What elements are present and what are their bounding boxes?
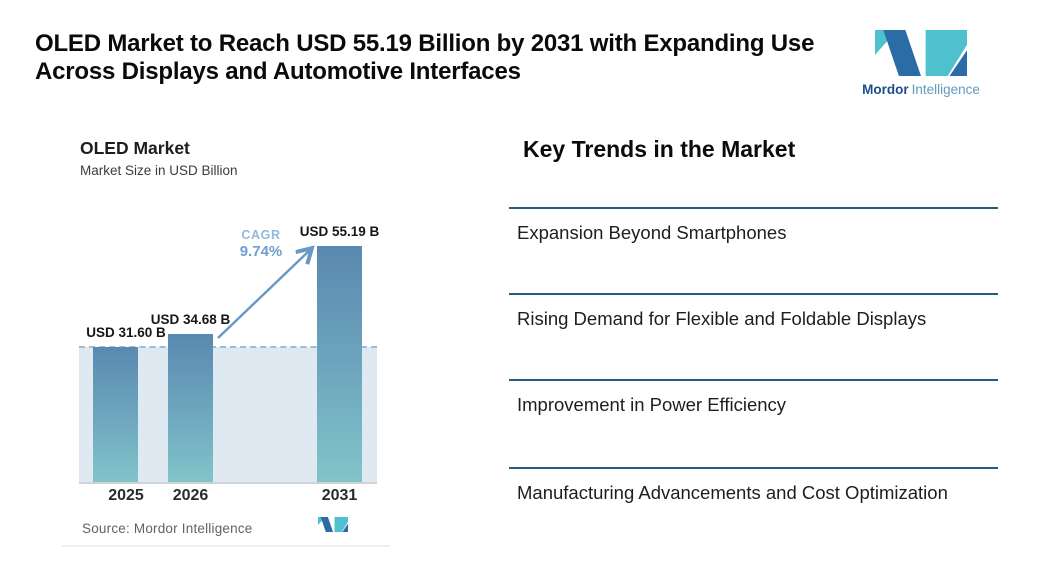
page-title: OLED Market to Reach USD 55.19 Billion b…	[35, 30, 815, 85]
bar-value-label: USD 31.60 B	[86, 325, 166, 341]
trends-heading: Key Trends in the Market	[523, 136, 796, 162]
trend-item: Improvement in Power Efficiency	[517, 394, 787, 415]
x-tick-label: 2025	[108, 487, 144, 504]
bar-value-label: USD 55.19 B	[299, 223, 380, 239]
bar-2025	[93, 347, 138, 483]
bar-value-label: USD 34.68 B	[150, 311, 231, 327]
cagr-value: 9.74%	[239, 243, 283, 260]
trend-row: Rising Demand for Flexible and Foldable …	[509, 293, 998, 379]
cagr-annotation: CAGR 9.74%	[214, 228, 308, 260]
mordor-intelligence-logo: Mordor Intelligence	[862, 30, 980, 97]
trend-row: Manufacturing Advancements and Cost Opti…	[509, 467, 998, 507]
trend-item: Rising Demand for Flexible and Foldable …	[517, 308, 927, 329]
trend-item: Manufacturing Advancements and Cost Opti…	[517, 482, 948, 503]
bar-2031	[317, 245, 362, 483]
chart-subtitle: Market Size in USD Billion	[80, 163, 238, 178]
baseline-dashed-line	[79, 346, 377, 349]
bar-2026	[168, 333, 213, 483]
x-tick-label: 2026	[172, 487, 209, 504]
mordor-logo-icon-small	[318, 517, 348, 532]
cagr-label: CAGR	[241, 228, 281, 242]
chart-card: OLED Market Market Size in USD Billion U…	[62, 125, 390, 547]
trend-row: Improvement in Power Efficiency	[509, 379, 998, 467]
trend-item: Expansion Beyond Smartphones	[517, 222, 787, 243]
x-axis-line	[79, 482, 377, 484]
trend-row: Expansion Beyond Smartphones	[509, 207, 998, 293]
trends-list: Expansion Beyond Smartphones Rising Dema…	[509, 207, 998, 507]
chart-title: OLED Market	[80, 138, 190, 158]
x-tick-label: 2031	[321, 487, 358, 504]
brand-wordmark: Mordor Intelligence	[862, 82, 980, 97]
source-note: Source: Mordor Intelligence	[82, 521, 253, 536]
brand-name-bold: Mordor	[862, 82, 909, 97]
mordor-logo-icon	[875, 30, 967, 76]
brand-name-light: Intelligence	[911, 82, 980, 97]
